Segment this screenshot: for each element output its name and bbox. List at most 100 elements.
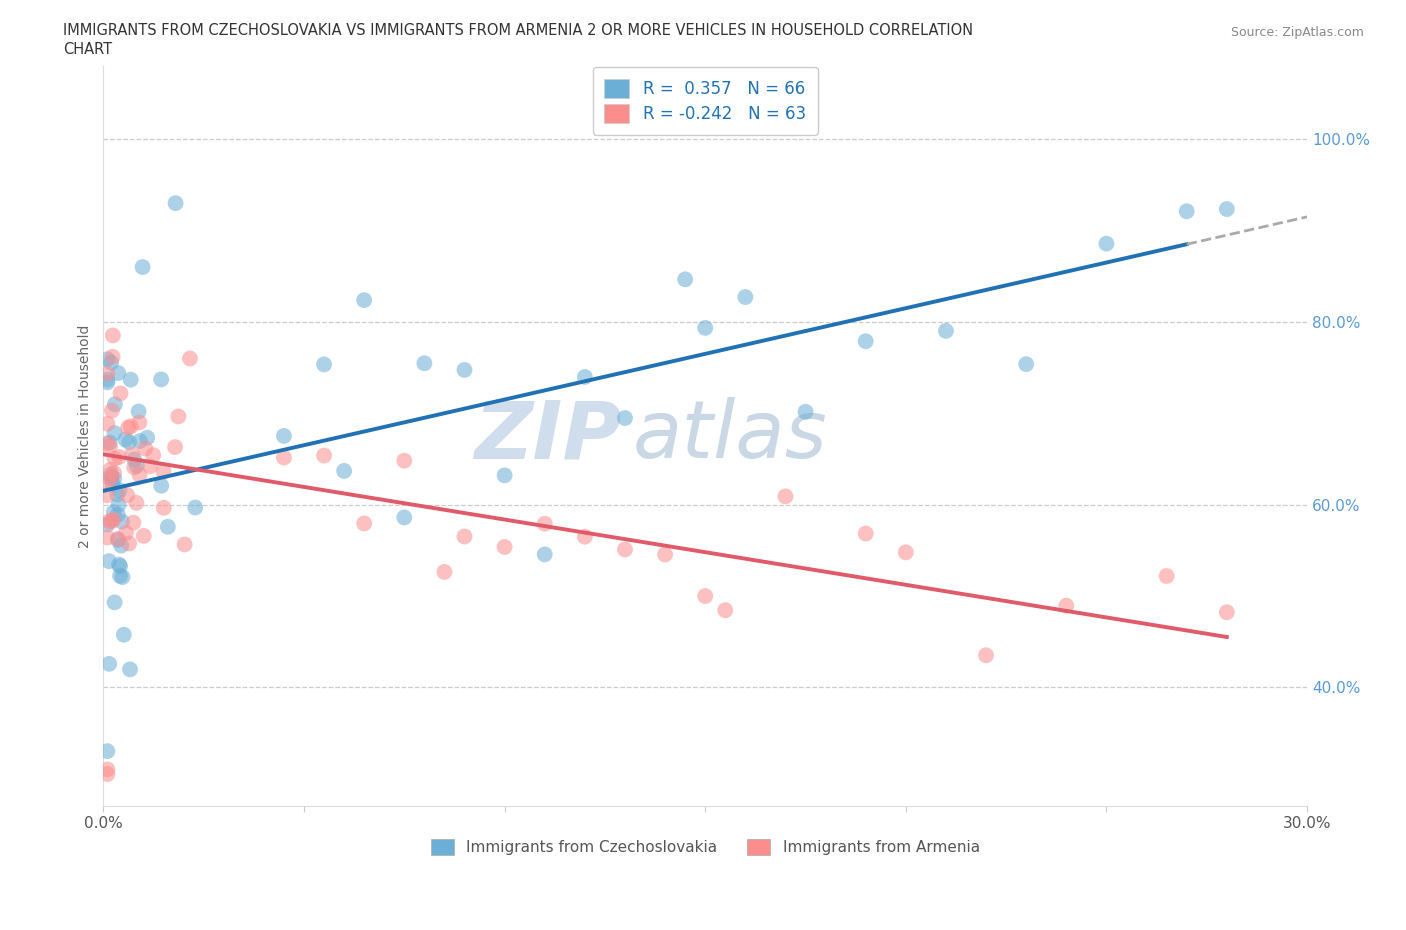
Point bbox=[156, 519, 179, 534]
Point bbox=[111, 514, 134, 529]
Point bbox=[100, 514, 122, 529]
Point bbox=[96, 352, 118, 366]
Point bbox=[794, 405, 817, 419]
Point bbox=[139, 458, 162, 473]
Point bbox=[96, 417, 118, 432]
Point bbox=[96, 762, 118, 777]
Point bbox=[96, 488, 118, 503]
Point bbox=[1175, 204, 1198, 219]
Point bbox=[695, 589, 717, 604]
Point bbox=[108, 557, 131, 572]
Point bbox=[184, 500, 207, 515]
Point bbox=[152, 500, 174, 515]
Point bbox=[107, 532, 129, 547]
Point bbox=[273, 450, 295, 465]
Point bbox=[125, 496, 148, 511]
Point bbox=[104, 397, 127, 412]
Point bbox=[333, 463, 356, 478]
Point bbox=[97, 553, 120, 568]
Point bbox=[121, 447, 143, 462]
Point bbox=[112, 628, 135, 643]
Point bbox=[614, 411, 637, 426]
Point bbox=[453, 529, 475, 544]
Point bbox=[894, 545, 917, 560]
Point bbox=[108, 483, 131, 498]
Text: CHART: CHART bbox=[63, 42, 112, 57]
Point bbox=[413, 356, 436, 371]
Point bbox=[714, 603, 737, 618]
Point bbox=[98, 657, 121, 671]
Point bbox=[1216, 604, 1239, 619]
Point bbox=[122, 460, 145, 475]
Point bbox=[125, 458, 148, 473]
Point bbox=[1015, 357, 1038, 372]
Point bbox=[165, 440, 187, 455]
Point bbox=[108, 559, 131, 574]
Point bbox=[128, 415, 150, 430]
Point bbox=[353, 516, 375, 531]
Point bbox=[107, 533, 129, 548]
Point bbox=[775, 489, 797, 504]
Point bbox=[118, 536, 141, 551]
Point bbox=[101, 403, 124, 418]
Point bbox=[353, 293, 375, 308]
Point bbox=[128, 468, 150, 483]
Point bbox=[100, 471, 122, 485]
Point bbox=[131, 259, 153, 274]
Point bbox=[103, 505, 125, 520]
Point bbox=[974, 648, 997, 663]
Point bbox=[107, 365, 129, 380]
Point bbox=[128, 404, 150, 418]
Point bbox=[142, 447, 165, 462]
Point bbox=[494, 468, 516, 483]
Point bbox=[312, 448, 335, 463]
Point bbox=[114, 432, 136, 447]
Point bbox=[103, 472, 125, 486]
Point bbox=[734, 289, 756, 304]
Point bbox=[855, 526, 877, 541]
Point bbox=[96, 744, 118, 759]
Point bbox=[494, 539, 516, 554]
Point bbox=[394, 453, 416, 468]
Point bbox=[117, 487, 139, 502]
Point bbox=[1054, 598, 1077, 613]
Point bbox=[173, 537, 195, 551]
Text: ZIP: ZIP bbox=[474, 397, 621, 475]
Point bbox=[433, 565, 456, 579]
Point bbox=[673, 272, 696, 286]
Point bbox=[96, 766, 118, 781]
Point bbox=[935, 324, 957, 339]
Point bbox=[614, 542, 637, 557]
Point bbox=[98, 439, 121, 454]
Point bbox=[118, 434, 141, 449]
Point bbox=[152, 464, 174, 479]
Point bbox=[103, 512, 125, 527]
Point bbox=[108, 568, 131, 583]
Point bbox=[107, 498, 129, 512]
Point bbox=[394, 510, 416, 525]
Text: IMMIGRANTS FROM CZECHOSLOVAKIA VS IMMIGRANTS FROM ARMENIA 2 OR MORE VEHICLES IN : IMMIGRANTS FROM CZECHOSLOVAKIA VS IMMIGR… bbox=[63, 23, 973, 38]
Point bbox=[134, 441, 156, 456]
Point bbox=[1216, 202, 1239, 217]
Point bbox=[96, 375, 118, 390]
Point bbox=[118, 662, 141, 677]
Point bbox=[111, 570, 134, 585]
Point bbox=[1095, 236, 1118, 251]
Point bbox=[312, 357, 335, 372]
Point bbox=[107, 507, 129, 522]
Point bbox=[120, 372, 142, 387]
Point bbox=[103, 466, 125, 481]
Point bbox=[105, 487, 128, 502]
Point bbox=[96, 517, 118, 532]
Point bbox=[132, 528, 155, 543]
Point bbox=[98, 462, 121, 477]
Y-axis label: 2 or more Vehicles in Household: 2 or more Vehicles in Household bbox=[79, 325, 93, 548]
Point bbox=[574, 529, 596, 544]
Point bbox=[96, 366, 118, 381]
Point bbox=[96, 436, 118, 451]
Point bbox=[453, 363, 475, 378]
Point bbox=[695, 321, 717, 336]
Point bbox=[533, 516, 555, 531]
Point bbox=[120, 418, 142, 433]
Point bbox=[101, 476, 124, 491]
